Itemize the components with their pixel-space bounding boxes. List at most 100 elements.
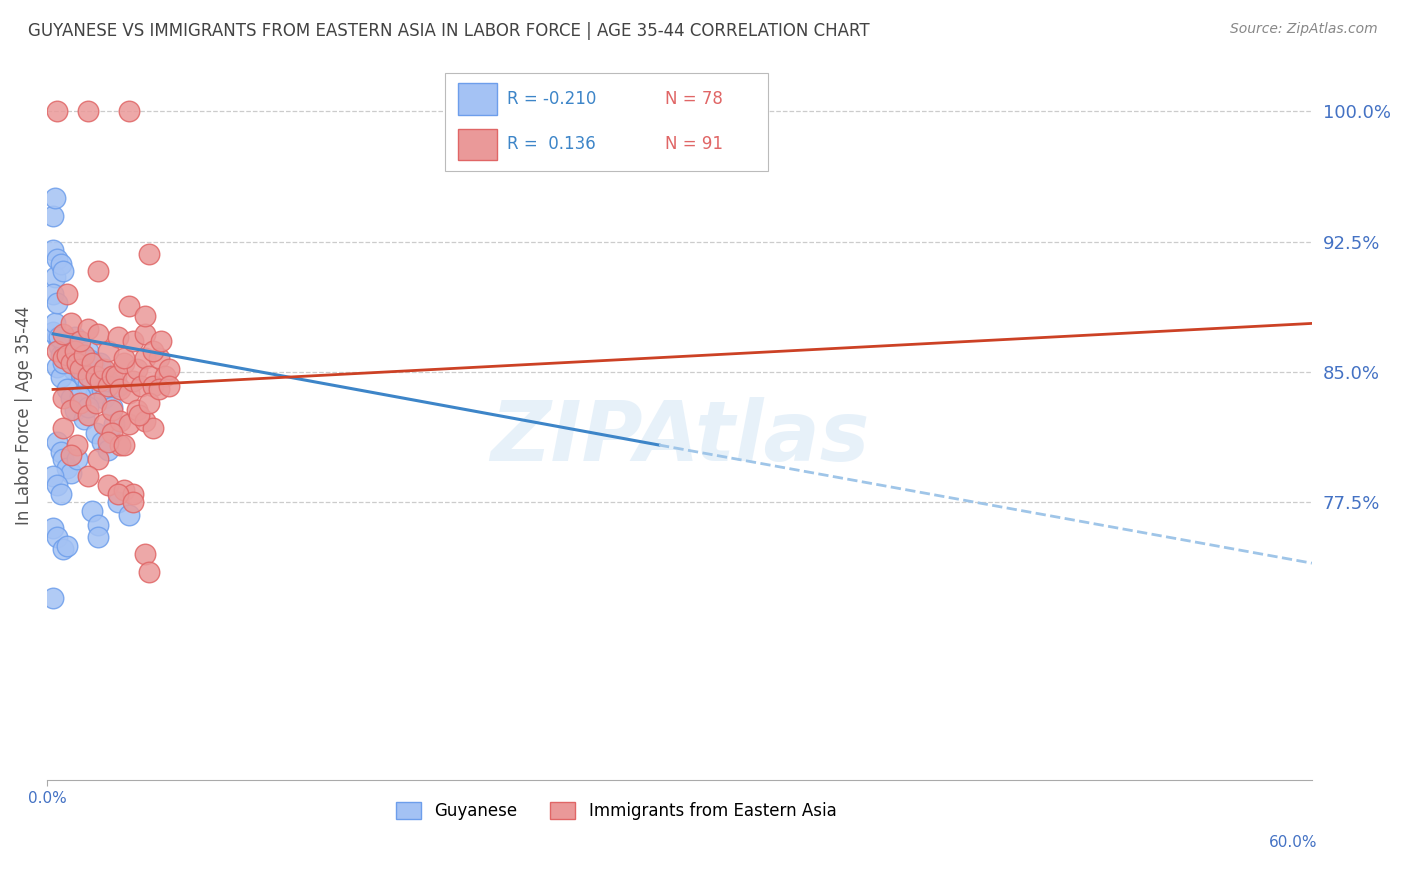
Point bbox=[112, 438, 135, 452]
Point bbox=[97, 379, 120, 393]
Point bbox=[97, 374, 120, 388]
Point bbox=[76, 368, 98, 383]
Point bbox=[51, 486, 73, 500]
Point bbox=[65, 403, 87, 417]
Point bbox=[101, 368, 124, 383]
Point bbox=[48, 339, 70, 353]
Point bbox=[76, 469, 98, 483]
Point bbox=[60, 449, 83, 463]
Point bbox=[138, 396, 160, 410]
Point bbox=[69, 334, 91, 348]
Point bbox=[46, 359, 69, 374]
Point bbox=[142, 344, 165, 359]
Point bbox=[134, 310, 156, 324]
Point bbox=[121, 495, 143, 509]
Point bbox=[52, 264, 75, 278]
Point bbox=[46, 252, 69, 267]
Point bbox=[121, 334, 143, 348]
Point bbox=[138, 368, 160, 383]
Point bbox=[56, 383, 79, 397]
Point bbox=[117, 104, 139, 119]
Point bbox=[91, 383, 114, 397]
Point bbox=[48, 330, 70, 344]
Point bbox=[66, 339, 89, 353]
Point bbox=[87, 326, 110, 341]
Point bbox=[134, 351, 156, 366]
Point bbox=[56, 348, 79, 362]
Point bbox=[72, 348, 94, 362]
Point bbox=[44, 269, 66, 284]
Point bbox=[46, 104, 69, 119]
Point bbox=[66, 451, 89, 466]
Point bbox=[52, 326, 75, 341]
Point bbox=[76, 104, 98, 119]
Text: Source: ZipAtlas.com: Source: ZipAtlas.com bbox=[1230, 22, 1378, 37]
Point bbox=[80, 356, 103, 370]
Point bbox=[97, 443, 120, 458]
Point bbox=[112, 351, 135, 366]
Point bbox=[134, 326, 156, 341]
Point bbox=[56, 539, 79, 553]
Point bbox=[110, 414, 132, 428]
Point bbox=[66, 356, 89, 370]
Point bbox=[46, 295, 69, 310]
Point bbox=[83, 356, 105, 370]
Point bbox=[84, 385, 107, 400]
Point bbox=[89, 374, 111, 388]
Point bbox=[93, 417, 115, 432]
Point bbox=[150, 334, 173, 348]
Point bbox=[97, 344, 120, 359]
Point bbox=[80, 361, 103, 376]
Point bbox=[107, 495, 129, 509]
Point bbox=[42, 591, 65, 605]
Point bbox=[112, 356, 135, 370]
Point bbox=[60, 356, 83, 370]
Point bbox=[103, 417, 125, 432]
Point bbox=[76, 400, 98, 414]
Point bbox=[56, 351, 79, 366]
Point bbox=[148, 383, 170, 397]
Point bbox=[87, 451, 110, 466]
Point bbox=[107, 330, 129, 344]
Text: GUYANESE VS IMMIGRANTS FROM EASTERN ASIA IN LABOR FORCE | AGE 35-44 CORRELATION : GUYANESE VS IMMIGRANTS FROM EASTERN ASIA… bbox=[28, 22, 870, 40]
Point bbox=[142, 379, 165, 393]
Point bbox=[46, 344, 69, 359]
Point bbox=[62, 361, 84, 376]
Point bbox=[46, 330, 69, 344]
Point bbox=[101, 425, 124, 440]
Point bbox=[110, 383, 132, 397]
Point bbox=[117, 508, 139, 522]
Point bbox=[62, 348, 84, 362]
Point bbox=[87, 530, 110, 544]
Point bbox=[42, 325, 65, 339]
Point bbox=[76, 377, 98, 392]
Point bbox=[72, 370, 94, 384]
Point bbox=[93, 391, 115, 405]
Point bbox=[46, 478, 69, 492]
Point bbox=[52, 391, 75, 405]
Point bbox=[52, 542, 75, 557]
Point bbox=[105, 368, 128, 383]
Point bbox=[51, 348, 73, 362]
Point bbox=[91, 434, 114, 449]
Point bbox=[76, 409, 98, 423]
Point bbox=[142, 420, 165, 434]
Point bbox=[101, 403, 124, 417]
Point bbox=[148, 351, 170, 366]
Point bbox=[60, 335, 83, 350]
Y-axis label: In Labor Force | Age 35-44: In Labor Force | Age 35-44 bbox=[15, 306, 32, 525]
Point bbox=[46, 530, 69, 544]
Point bbox=[155, 368, 177, 383]
Point bbox=[125, 403, 148, 417]
Point bbox=[121, 486, 143, 500]
Point bbox=[110, 438, 132, 452]
Point bbox=[157, 379, 180, 393]
Point bbox=[56, 286, 79, 301]
Point bbox=[84, 396, 107, 410]
Point bbox=[129, 379, 152, 393]
Point bbox=[134, 548, 156, 562]
Point bbox=[42, 286, 65, 301]
Point bbox=[107, 486, 129, 500]
Point bbox=[117, 299, 139, 313]
Point bbox=[97, 434, 120, 449]
